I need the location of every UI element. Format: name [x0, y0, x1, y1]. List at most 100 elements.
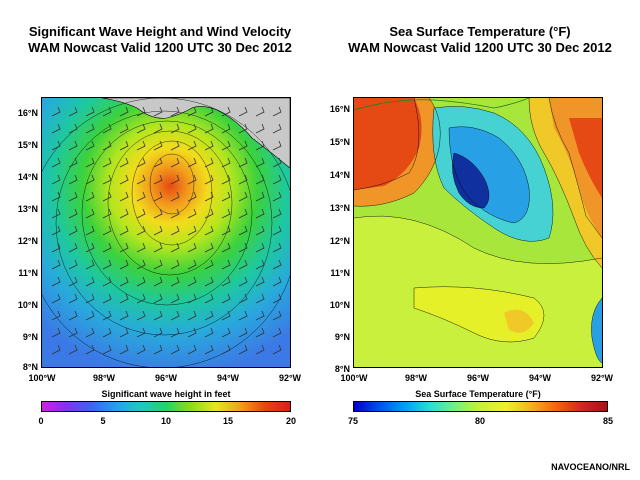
wind-barb: [68, 259, 78, 270]
wind-barb: [272, 242, 282, 253]
wind-barb: [170, 310, 180, 321]
wind-barb: [255, 157, 265, 168]
wind-barb: [238, 310, 248, 321]
wind-barb: [68, 140, 78, 151]
wave-map-title: Significant Wave Height and Wind Velocit…: [10, 24, 310, 56]
sst-xtick-96: 96°W: [466, 373, 490, 383]
wind-barb: [153, 276, 163, 287]
wind-barb: [51, 174, 61, 185]
wind-barb: [187, 123, 197, 134]
wind-barb: [272, 259, 282, 270]
wind-barb: [187, 276, 197, 287]
wind-barb: [272, 344, 282, 355]
wind-barb: [272, 276, 282, 287]
wind-barb: [204, 293, 214, 304]
wind-barb: [272, 106, 282, 117]
wave-ytick-12: 12°N: [17, 236, 38, 246]
wind-barb: [102, 225, 112, 236]
wind-barb: [255, 242, 265, 253]
wind-barb: [68, 157, 78, 168]
wind-barb: [68, 174, 78, 185]
wind-barb: [153, 327, 163, 338]
wind-barb: [102, 242, 112, 253]
sst-colorbar-title: Sea Surface Temperature (°F): [415, 389, 541, 399]
wind-barb: [119, 259, 129, 270]
sst-cbar-tick-85: 85: [602, 416, 613, 426]
wind-barb: [255, 106, 265, 117]
wind-barb: [170, 191, 180, 202]
wind-barb: [85, 106, 95, 117]
wind-barb: [187, 310, 197, 321]
wave-ytick-13: 13°N: [17, 204, 38, 214]
sst-ytick-11: 11°N: [330, 268, 350, 278]
wind-barb: [170, 225, 180, 236]
wind-barb: [221, 242, 231, 253]
wind-barb: [272, 310, 282, 321]
wind-barb: [119, 310, 129, 321]
wave-xtick-98: 98°W: [92, 373, 116, 383]
sst-map-title: Sea Surface Temperature (°F) WAM Nowcast…: [330, 24, 630, 56]
wind-barb: [119, 106, 129, 117]
wind-barb: [204, 344, 214, 355]
wind-barb: [153, 225, 163, 236]
wind-barb: [153, 259, 163, 270]
wind-barb: [153, 293, 163, 304]
wind-barb: [85, 225, 95, 236]
wind-barb: [272, 157, 282, 168]
wind-barb: [102, 327, 112, 338]
wind-barb: [204, 242, 214, 253]
wind-barb: [51, 344, 61, 355]
wave-title-line2: WAM Nowcast Valid 1200 UTC 30 Dec 2012: [28, 40, 292, 55]
wind-barb: [238, 259, 248, 270]
wind-barb: [238, 208, 248, 219]
wind-barb: [119, 293, 129, 304]
wind-barb: [136, 327, 146, 338]
wind-barb: [51, 259, 61, 270]
wind-barb: [136, 123, 146, 134]
wind-barb: [136, 293, 146, 304]
wind-barb: [68, 293, 78, 304]
wind-barb: [272, 140, 282, 151]
wave-ytick-15: 15°N: [17, 140, 38, 150]
sst-map: [353, 97, 603, 368]
wind-barb: [51, 242, 61, 253]
wind-barb: [255, 225, 265, 236]
wave-xtick-94: 94°W: [216, 373, 240, 383]
wind-barb: [51, 140, 61, 151]
wind-barb: [102, 310, 112, 321]
wind-barb: [51, 310, 61, 321]
wind-barb: [204, 106, 214, 117]
wind-barb: [187, 293, 197, 304]
wind-barb: [204, 310, 214, 321]
wind-barb: [51, 276, 61, 287]
wind-barb: [170, 242, 180, 253]
wind-barb: [255, 310, 265, 321]
wind-barb: [153, 157, 163, 168]
wind-barb: [68, 225, 78, 236]
wind-barb: [255, 293, 265, 304]
wind-barb: [238, 157, 248, 168]
wind-barb: [170, 344, 180, 355]
wind-barb: [119, 191, 129, 202]
wind-barb: [136, 259, 146, 270]
wind-barb: [170, 208, 180, 219]
wind-barb: [85, 157, 95, 168]
wind-barb: [102, 140, 112, 151]
sst-title-line1: Sea Surface Temperature (°F): [389, 24, 571, 39]
wind-barb: [221, 208, 231, 219]
wind-barb: [136, 242, 146, 253]
wind-barb: [153, 208, 163, 219]
wind-barb: [170, 123, 180, 134]
wind-barb: [272, 191, 282, 202]
wind-barb: [272, 174, 282, 185]
wind-barb: [85, 242, 95, 253]
wind-barb: [68, 123, 78, 134]
wind-barb: [85, 191, 95, 202]
wind-barb: [238, 225, 248, 236]
wind-barb: [102, 174, 112, 185]
wind-barbs: [51, 106, 282, 355]
wind-barb: [187, 140, 197, 151]
wind-barb: [102, 208, 112, 219]
sst-ytick-12: 12°N: [329, 236, 350, 246]
wind-barb: [68, 191, 78, 202]
